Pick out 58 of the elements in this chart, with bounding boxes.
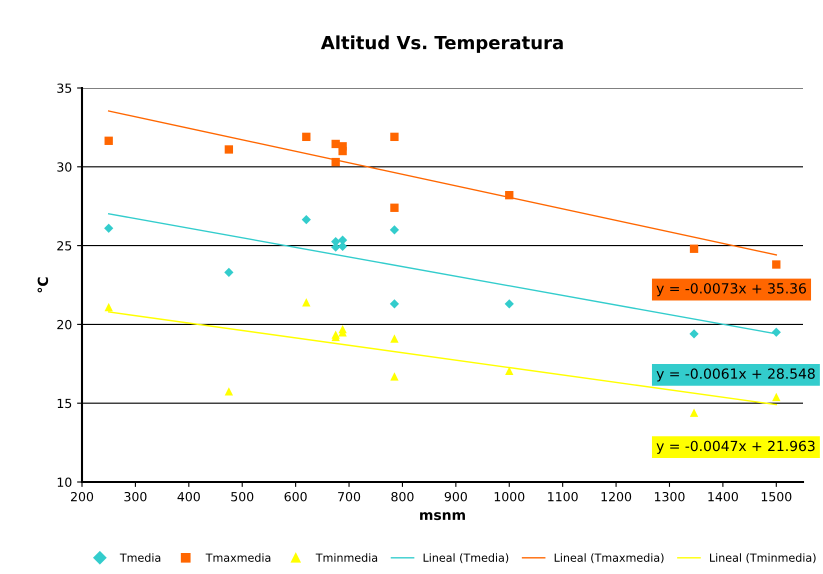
point <box>338 146 347 156</box>
point <box>390 334 399 343</box>
x-tick-label: 1200 <box>602 492 632 502</box>
point <box>690 244 698 253</box>
point <box>772 260 780 269</box>
legend-label: Tminmedia <box>316 553 378 562</box>
point <box>104 136 113 145</box>
point <box>224 268 234 277</box>
x-tick-label: 400 <box>177 492 200 502</box>
x-tick-label: 700 <box>338 492 360 502</box>
x-tick-label: 1300 <box>654 492 685 502</box>
x-tick-label: 500 <box>231 492 254 502</box>
y-tick-label: 15 <box>58 398 72 408</box>
legend-label: Tmedia <box>120 553 160 562</box>
point <box>302 132 310 142</box>
annotation: y = -0.0047x + 21.963 <box>656 440 815 454</box>
chart-title: Altitud Vs. Temperatura <box>320 35 563 53</box>
point <box>104 302 113 312</box>
point <box>690 408 698 417</box>
x-axis-title: msnm <box>420 512 465 520</box>
y-axis-title: °C <box>38 277 48 292</box>
y-tick-label: 35 <box>57 83 72 93</box>
x-tick-label: 200 <box>70 492 94 502</box>
x-tick-label: 600 <box>284 492 307 502</box>
y-tick-label: 30 <box>57 162 72 172</box>
x-tick-label: 1100 <box>548 492 578 502</box>
point <box>390 225 400 234</box>
point <box>104 224 114 233</box>
y-tick-label: 20 <box>57 320 72 330</box>
x-tick-label: 1500 <box>762 492 792 502</box>
point <box>390 132 399 142</box>
point <box>390 299 400 309</box>
point <box>332 158 340 166</box>
point <box>772 328 781 337</box>
point <box>505 366 514 376</box>
point <box>689 329 699 338</box>
annotation: y = -0.0061x + 28.548 <box>656 368 815 382</box>
legend-label: Lineal (Tminmedia) <box>710 553 816 564</box>
point <box>224 387 234 396</box>
y-tick-label: 25 <box>57 241 72 251</box>
point <box>772 392 780 402</box>
point <box>302 214 311 224</box>
annotation: y = -0.0073x + 35.36 <box>656 283 806 296</box>
legend-label: Lineal (Tmaxmedia) <box>554 553 664 564</box>
x-tick-label: 800 <box>391 492 414 502</box>
x-tick-label: 1400 <box>708 492 738 502</box>
legend-label: Lineal (Tmedia) <box>424 553 508 564</box>
x-tick-label: 900 <box>444 492 467 502</box>
y-tick-label: 10 <box>58 477 72 487</box>
point <box>504 299 514 309</box>
point <box>224 145 234 154</box>
point <box>302 298 310 307</box>
x-tick-label: 300 <box>124 492 147 502</box>
legend-label: Tmaxmedia <box>206 553 270 562</box>
point <box>390 204 399 212</box>
x-tick-label: 1000 <box>494 492 524 502</box>
point <box>390 372 399 381</box>
point <box>505 191 514 200</box>
